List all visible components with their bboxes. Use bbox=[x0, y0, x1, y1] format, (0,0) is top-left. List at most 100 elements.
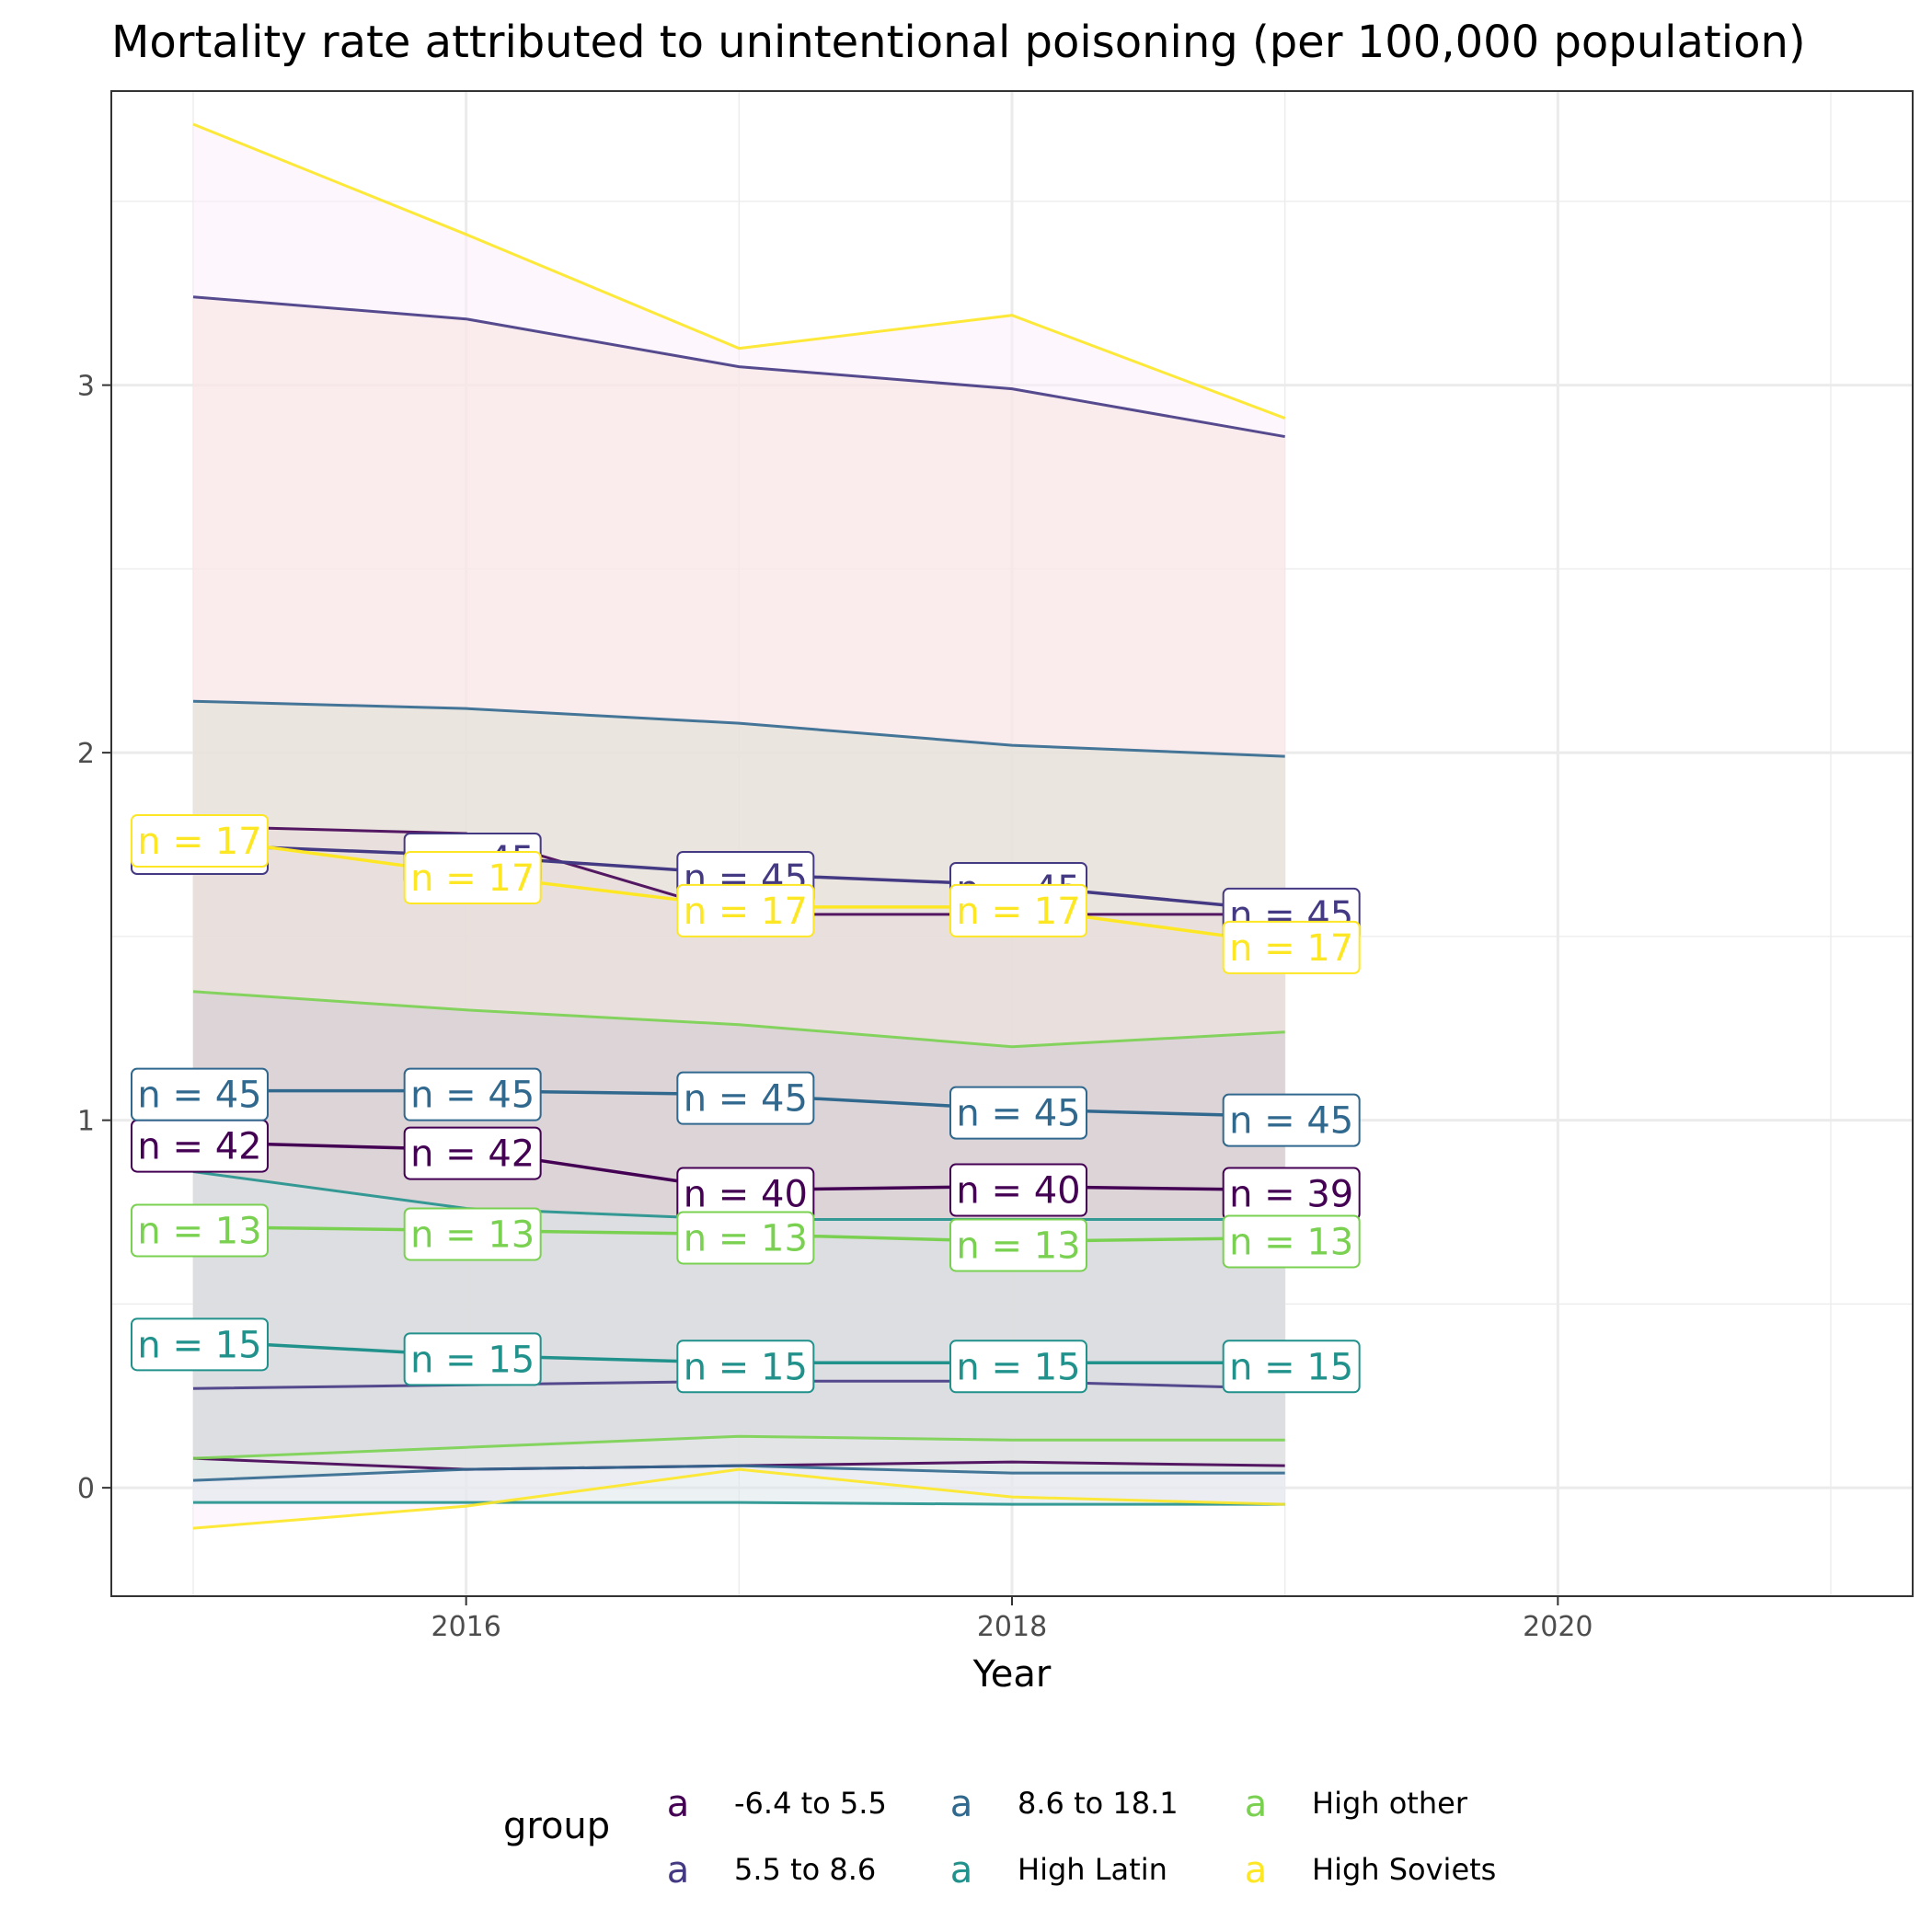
y-tick-label: 3 bbox=[77, 371, 95, 403]
legend-label: 5.5 to 8.6 bbox=[734, 1852, 876, 1887]
line-lower-High Latin bbox=[193, 1501, 1285, 1506]
n-label-box bbox=[131, 1067, 269, 1121]
n-label-box bbox=[403, 1207, 542, 1261]
n-label: n = 13 bbox=[676, 1211, 815, 1265]
n-label-box bbox=[676, 883, 815, 937]
n-label: n = 40 bbox=[949, 1163, 1087, 1217]
n-label-box bbox=[949, 1218, 1087, 1272]
n-label-text: n = 17 bbox=[956, 891, 1080, 933]
x-tick-label: 2018 bbox=[977, 1611, 1047, 1643]
n-label-text: n = 45 bbox=[1229, 1100, 1353, 1143]
n-label: n = 45 bbox=[403, 1067, 542, 1121]
n-label-box bbox=[403, 1332, 542, 1386]
n-label-text: n = 45 bbox=[410, 1075, 535, 1117]
n-label: n = 45 bbox=[676, 1071, 815, 1125]
n-label-text: n = 17 bbox=[410, 857, 535, 900]
n-label: n = 15 bbox=[403, 1332, 542, 1386]
n-label: n = 39 bbox=[1222, 1167, 1361, 1221]
n-label-text: n = 42 bbox=[410, 1133, 535, 1176]
legend-item: a High other bbox=[1245, 1783, 1468, 1825]
legend-item: a -6.4 to 5.5 bbox=[667, 1783, 887, 1825]
n-label-box bbox=[676, 1211, 815, 1265]
n-label: n = 45 bbox=[949, 1086, 1087, 1140]
n-label: n = 15 bbox=[676, 1340, 815, 1394]
legend-key: a bbox=[950, 1849, 973, 1892]
n-label-box bbox=[949, 1086, 1087, 1140]
legend-label: High Soviets bbox=[1312, 1852, 1496, 1887]
n-label-text: n = 15 bbox=[410, 1339, 535, 1381]
chart-title: Mortality rate attributed to unintention… bbox=[111, 17, 1806, 68]
n-label-text: n = 40 bbox=[684, 1174, 808, 1216]
n-label-text: n = 45 bbox=[956, 1093, 1080, 1135]
n-label: n = 15 bbox=[131, 1317, 269, 1372]
n-label-text: n = 15 bbox=[684, 1346, 808, 1388]
n-label-text: n = 13 bbox=[137, 1210, 261, 1252]
n-label-box bbox=[949, 1340, 1087, 1394]
axes: 2016 2018 2020 0 1 2 3 bbox=[77, 371, 1593, 1643]
n-label: n = 42 bbox=[131, 1119, 269, 1173]
n-label-box bbox=[403, 1126, 542, 1180]
legend-title: group bbox=[503, 1805, 610, 1847]
n-label: n = 17 bbox=[676, 883, 815, 937]
x-tick-label: 2020 bbox=[1523, 1611, 1593, 1643]
n-label-text: n = 17 bbox=[137, 821, 261, 863]
y-tick-label: 2 bbox=[77, 738, 95, 770]
line-upper-5.5 to 8.6 bbox=[192, 295, 1285, 439]
n-label: n = 17 bbox=[131, 814, 269, 868]
n-label: n = 15 bbox=[1222, 1340, 1361, 1394]
legend-item: a High Latin bbox=[950, 1849, 1167, 1892]
n-label-text: n = 45 bbox=[684, 1078, 808, 1121]
n-label-box bbox=[949, 883, 1087, 937]
legend-key: a bbox=[950, 1783, 973, 1825]
n-label-box bbox=[676, 1071, 815, 1125]
legend: group a -6.4 to 5.5 a 5.5 to 8.6 a 8.6 to 18.1… bbox=[503, 1783, 1496, 1892]
line-upper-High other bbox=[192, 990, 1285, 1049]
line-upper-High Soviets bbox=[192, 122, 1286, 420]
n-label-text: n = 42 bbox=[137, 1126, 261, 1168]
legend-label: High Latin bbox=[1018, 1852, 1167, 1887]
n-label-text: n = 15 bbox=[137, 1324, 261, 1366]
legend-key: a bbox=[667, 1783, 690, 1825]
legend-label: High other bbox=[1312, 1786, 1468, 1821]
n-label-text: n = 45 bbox=[137, 1075, 261, 1117]
n-label-text: n = 15 bbox=[1229, 1346, 1353, 1388]
n-label-text: n = 13 bbox=[1229, 1221, 1353, 1263]
n-label-text: n = 13 bbox=[684, 1217, 808, 1259]
n-label: n = 40 bbox=[676, 1167, 815, 1221]
n-label-box bbox=[403, 850, 542, 904]
n-label: n = 42 bbox=[403, 1126, 542, 1180]
n-label-box bbox=[676, 1340, 815, 1394]
n-label: n = 45 bbox=[131, 1067, 269, 1121]
n-label-text: n = 17 bbox=[684, 891, 808, 933]
n-labels: n = 42 n = 42 n = 40 n = 40 n = 39 n = 45 n = … bbox=[131, 814, 1361, 1394]
n-label-text: n = 39 bbox=[1229, 1174, 1353, 1216]
n-label-box bbox=[131, 814, 269, 868]
n-label: n = 17 bbox=[1222, 920, 1361, 974]
line-upper-8.6 to 18.1 bbox=[192, 699, 1285, 758]
line-lower-High Soviets bbox=[192, 1467, 1285, 1530]
n-label-box bbox=[1222, 1093, 1361, 1147]
n-label-text: n = 15 bbox=[956, 1346, 1080, 1388]
n-label: n = 13 bbox=[949, 1218, 1087, 1272]
legend-item: a High Soviets bbox=[1245, 1849, 1497, 1892]
legend-key: a bbox=[1245, 1849, 1268, 1892]
n-label-box bbox=[1222, 1214, 1361, 1269]
legend-key: a bbox=[667, 1849, 690, 1892]
legend-item: a 5.5 to 8.6 bbox=[667, 1849, 877, 1892]
y-tick-label: 1 bbox=[77, 1106, 95, 1138]
line-lower-8.6 to 18.1 bbox=[192, 1464, 1285, 1482]
n-label-box bbox=[403, 1067, 542, 1121]
n-label-box bbox=[1222, 920, 1361, 974]
n-label-box bbox=[131, 1317, 269, 1372]
legend-label: 8.6 to 18.1 bbox=[1018, 1786, 1179, 1821]
n-label: n = 17 bbox=[403, 850, 542, 904]
n-label-box bbox=[131, 1203, 269, 1258]
n-label-text: n = 13 bbox=[956, 1225, 1080, 1267]
y-tick-label: 0 bbox=[77, 1473, 95, 1505]
n-label-text: n = 13 bbox=[410, 1213, 535, 1256]
line-lower-High other bbox=[192, 1434, 1285, 1460]
n-label: n = 45 bbox=[1222, 1093, 1361, 1147]
n-label: n = 15 bbox=[949, 1340, 1087, 1394]
n-label-box bbox=[949, 1163, 1087, 1217]
